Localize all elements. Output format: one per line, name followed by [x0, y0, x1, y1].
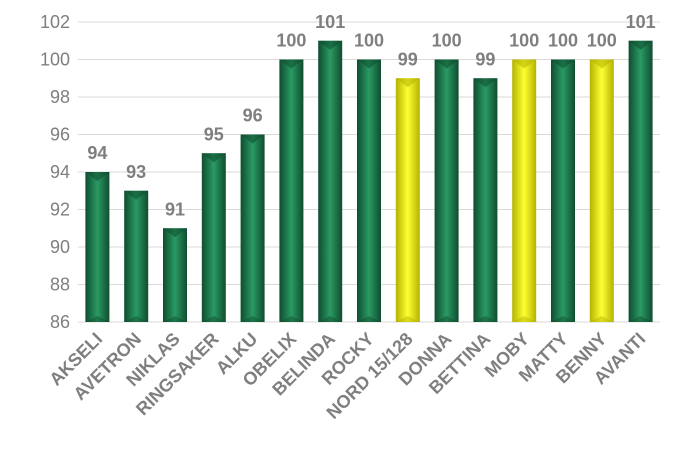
data-label: 99 — [398, 49, 418, 69]
bar-base — [512, 316, 537, 322]
bar-cap — [473, 78, 498, 88]
bars — [85, 40, 653, 322]
bar-base — [201, 316, 226, 322]
bar-base — [279, 316, 304, 322]
bar-base — [357, 316, 381, 322]
bar-base — [85, 316, 110, 322]
bar-base — [395, 316, 420, 322]
bar-cap — [357, 59, 381, 69]
category-labels: AKSELIAVETRONNIKLASRINGSAKERALKUOBELIXBE… — [45, 329, 649, 423]
y-tick-label: 94 — [50, 162, 70, 182]
bar-cap — [279, 59, 304, 69]
y-tick-label: 96 — [50, 125, 70, 145]
bar-base — [473, 316, 498, 322]
bar-cap — [434, 59, 459, 69]
data-label: 100 — [548, 31, 578, 51]
bar-body — [434, 59, 459, 322]
data-label: 99 — [475, 49, 495, 69]
bar — [395, 78, 420, 322]
bar-base — [124, 316, 149, 322]
bar-cap — [551, 59, 575, 69]
y-tick-label: 86 — [50, 312, 70, 332]
bar-body — [318, 40, 343, 322]
bar-cap — [85, 172, 110, 181]
bar-base — [163, 316, 187, 322]
data-label: 96 — [243, 106, 263, 126]
bar — [512, 59, 537, 322]
bar — [240, 134, 265, 322]
y-axis-ticks: 86 88 90 92 94 96 98 100 102 — [40, 12, 70, 332]
bar — [318, 40, 343, 322]
bar — [473, 78, 498, 322]
y-tick-label: 90 — [50, 237, 70, 257]
data-label: 93 — [126, 162, 146, 182]
data-label: 100 — [587, 31, 617, 51]
bar-body — [512, 59, 537, 322]
data-label: 94 — [87, 143, 107, 163]
y-tick-label: 102 — [40, 12, 70, 32]
data-label: 91 — [165, 199, 185, 219]
bar — [357, 59, 381, 322]
data-label: 95 — [204, 124, 224, 144]
bar-body — [279, 59, 304, 322]
bar-body — [163, 228, 187, 322]
data-labels: 94 93 91 95 96 100 101 100 99 100 99 100 100 100 101 — [87, 12, 655, 220]
bar — [434, 59, 459, 322]
bar-base — [551, 316, 575, 322]
bar-body — [473, 78, 498, 322]
data-label: 100 — [432, 31, 462, 51]
y-tick-label: 98 — [50, 87, 70, 107]
bar — [628, 40, 653, 322]
bar-body — [124, 190, 149, 322]
bar-cap — [395, 78, 420, 88]
bar-body — [395, 78, 420, 322]
bar-base — [628, 316, 653, 322]
bar-base — [589, 316, 614, 322]
bar-body — [357, 59, 381, 322]
bar-body — [201, 153, 226, 322]
bar — [163, 228, 187, 322]
bar-base — [240, 316, 265, 322]
bar — [551, 59, 575, 322]
bar-base — [434, 316, 459, 322]
y-tick-label: 100 — [40, 50, 70, 70]
bar-body — [240, 134, 265, 322]
bar — [85, 172, 110, 322]
bar-cap — [318, 40, 343, 50]
bar — [279, 59, 304, 322]
bar — [124, 190, 149, 322]
bar-cap — [589, 59, 614, 69]
bar-cap — [512, 59, 537, 69]
bar-cap — [240, 134, 265, 144]
bar-body — [589, 59, 614, 322]
data-label: 100 — [276, 31, 306, 51]
y-tick-label: 88 — [50, 275, 70, 295]
bar-body — [628, 40, 653, 322]
data-label: 101 — [626, 12, 656, 32]
bar-cap — [628, 40, 653, 50]
bar — [589, 59, 614, 322]
data-label: 100 — [509, 31, 539, 51]
bar-body — [551, 59, 575, 322]
bar — [201, 153, 226, 322]
bar-cap — [201, 153, 226, 163]
data-label: 101 — [315, 12, 345, 32]
data-label: 100 — [354, 31, 384, 51]
y-tick-label: 92 — [50, 200, 70, 220]
bar-body — [85, 172, 110, 322]
bar-cap — [124, 190, 149, 200]
bar-cap — [163, 228, 187, 238]
bar-base — [318, 316, 343, 322]
